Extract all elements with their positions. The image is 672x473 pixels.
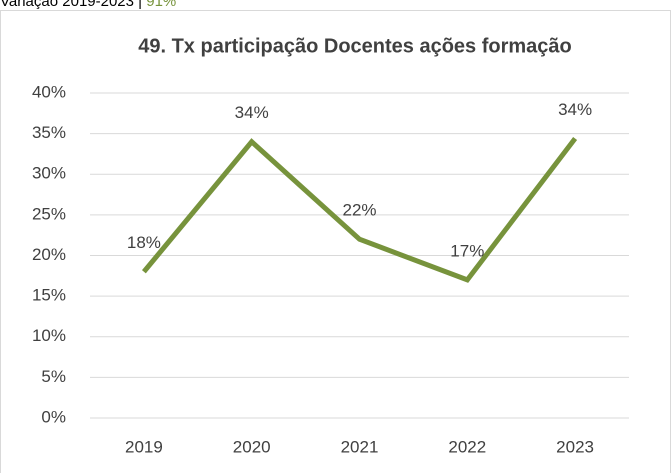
- data-label: 18%: [127, 233, 161, 252]
- y-tick-label: 35%: [32, 123, 66, 142]
- header-text: Variação 2019-2023 |: [0, 0, 142, 10]
- x-tick-label: 2019: [125, 437, 163, 456]
- y-tick-label: 0%: [41, 407, 66, 426]
- data-label: 17%: [450, 241, 484, 260]
- y-tick-label: 5%: [41, 367, 66, 386]
- y-tick-label: 20%: [32, 245, 66, 264]
- chart-title: 49. Tx participação Docentes ações forma…: [138, 35, 572, 57]
- y-tick-label: 40%: [32, 82, 66, 101]
- data-label: 34%: [558, 100, 592, 119]
- data-label: 34%: [235, 103, 269, 122]
- chart-frame: [0, 10, 671, 473]
- y-tick-label: 25%: [32, 204, 66, 223]
- y-tick-label: 30%: [32, 164, 66, 183]
- x-tick-label: 2023: [556, 437, 594, 456]
- data-line: [141, 136, 578, 283]
- header-value: 91%: [146, 0, 176, 10]
- data-label: 22%: [342, 201, 376, 220]
- y-tick-label: 10%: [32, 326, 66, 345]
- x-tick-label: 2020: [233, 437, 271, 456]
- x-tick-label: 2022: [448, 437, 486, 456]
- x-tick-label: 2021: [341, 437, 379, 456]
- y-tick-label: 15%: [32, 286, 66, 305]
- header: Variação 2019-2023 | 91%: [0, 0, 176, 10]
